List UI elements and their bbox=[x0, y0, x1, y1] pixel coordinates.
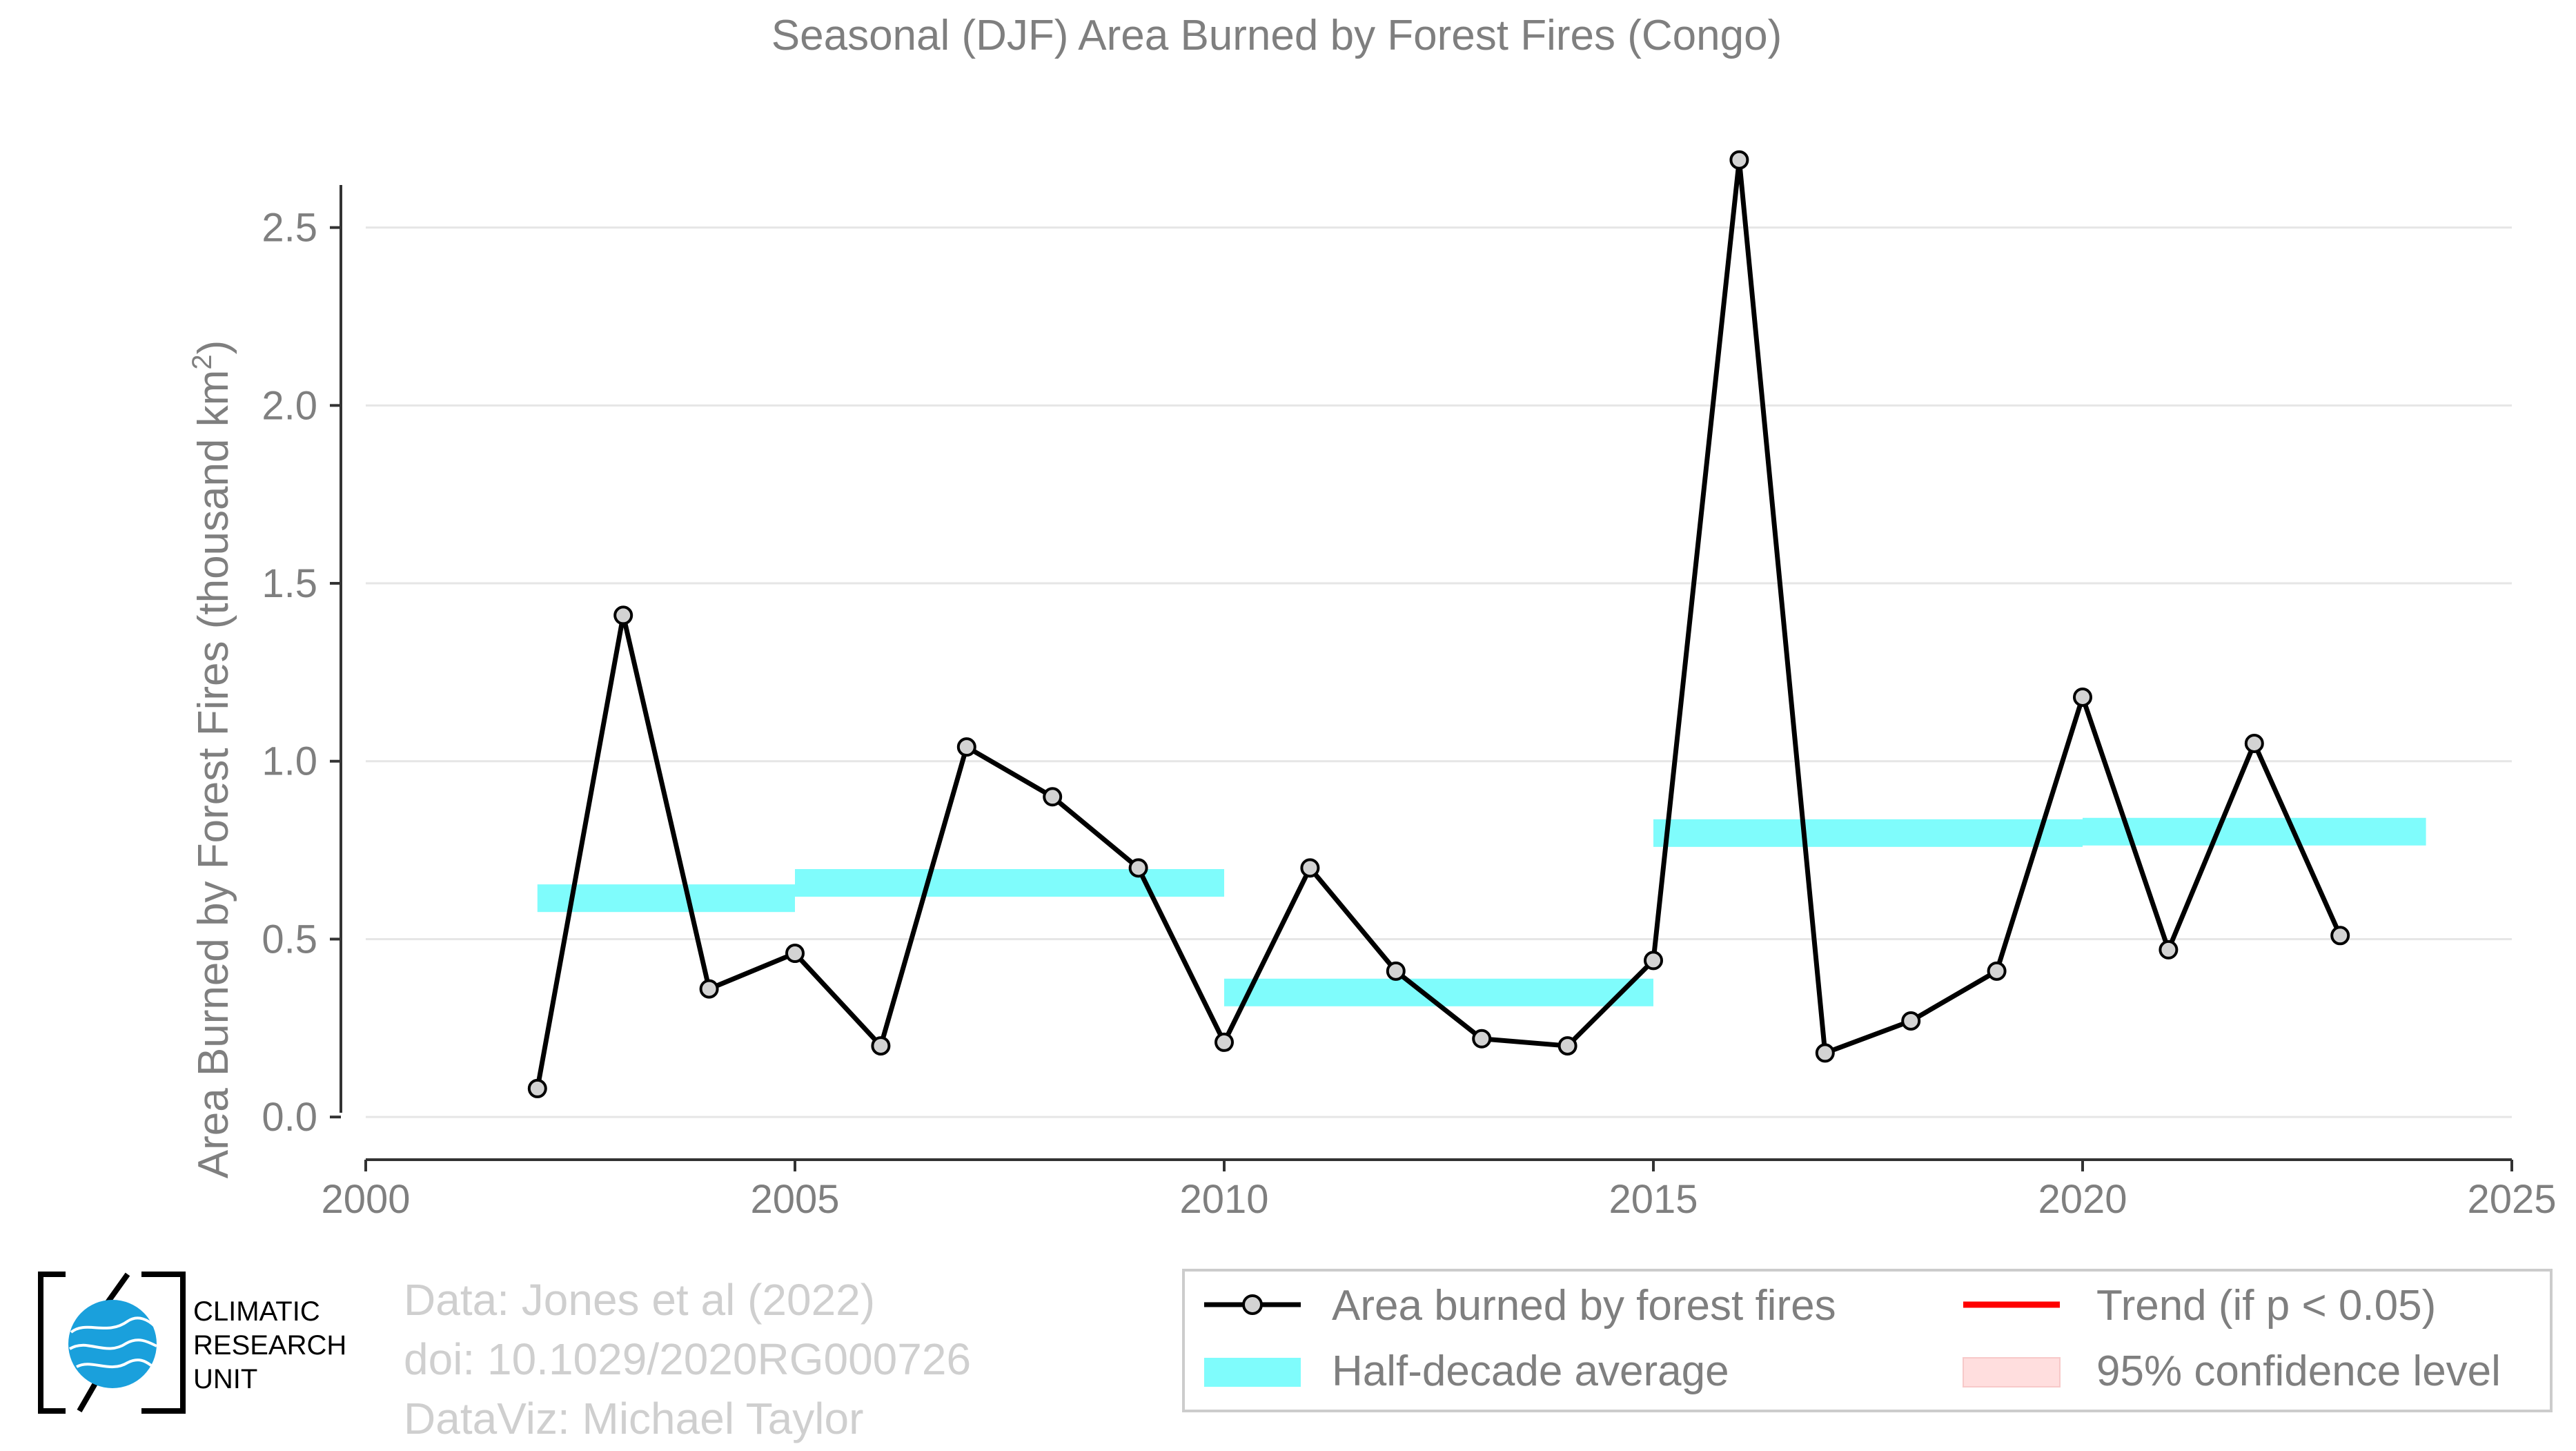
data-point bbox=[527, 1078, 547, 1098]
data-point bbox=[1815, 1043, 1835, 1063]
half-decade-average-bar bbox=[1224, 978, 1653, 1006]
data-point bbox=[613, 605, 633, 625]
legend-swatch-half-decade bbox=[1204, 1358, 1301, 1387]
data-point bbox=[1729, 150, 1749, 170]
half-decade-average-bands bbox=[537, 817, 2426, 1006]
data-point bbox=[1043, 787, 1063, 807]
cru-logo-line2: RESEARCH bbox=[193, 1330, 347, 1361]
x-tick-label: 2000 bbox=[321, 1177, 410, 1222]
y-tick-label: 2.5 bbox=[262, 206, 317, 251]
data-point bbox=[1386, 961, 1406, 981]
y-axis-label: Area Burned by Forest Fires (thousand km… bbox=[187, 340, 237, 1179]
series-line-area-burned bbox=[535, 157, 2343, 1089]
tick-labels: 0.0 0.5 1.0 1.5 2.0 2.5 2000 2005 2010 2015 2020 20… bbox=[262, 206, 2556, 1222]
series-points-layer bbox=[527, 150, 2350, 1098]
data-point bbox=[2244, 733, 2264, 753]
data-point bbox=[1901, 1011, 1921, 1031]
legend-marker-area-burned bbox=[1242, 1294, 1263, 1315]
data-point bbox=[1472, 1029, 1492, 1049]
data-point bbox=[699, 979, 719, 999]
cru-logo-line3: UNIT bbox=[193, 1364, 258, 1394]
grid bbox=[366, 226, 2512, 1118]
data-point bbox=[1557, 1036, 1577, 1056]
series-line-layer bbox=[535, 157, 2343, 1089]
data-point bbox=[1987, 961, 2007, 981]
cru-logo-mark bbox=[38, 1272, 186, 1414]
credit-doi: doi: 10.1029/2020RG000726 bbox=[404, 1334, 972, 1384]
legend-label-trend: Trend (if p < 0.05) bbox=[2096, 1282, 2436, 1330]
legend-label-half-decade: Half-decade average bbox=[1332, 1347, 1729, 1395]
data-point bbox=[956, 737, 976, 757]
credit-data-source: Data: Jones et al (2022) bbox=[404, 1275, 876, 1325]
cru-logo bbox=[38, 1272, 369, 1420]
y-tick-label: 0.0 bbox=[262, 1095, 317, 1140]
cru-logo-text: CLIMATIC RESEARCH UNIT bbox=[193, 1295, 346, 1396]
data-credits: Data: Jones et al (2022) doi: 10.1029/20… bbox=[404, 1270, 971, 1448]
axes bbox=[330, 185, 2513, 1171]
credit-dataviz: DataViz: Michael Taylor bbox=[404, 1394, 864, 1443]
cru-logo-line1: CLIMATIC bbox=[193, 1296, 320, 1327]
data-point bbox=[1300, 858, 1320, 878]
x-tick-label: 2025 bbox=[2467, 1177, 2556, 1222]
x-tick-label: 2020 bbox=[2038, 1177, 2127, 1222]
x-tick-label: 2015 bbox=[1609, 1177, 1698, 1222]
legend-label-area-burned: Area burned by forest fires bbox=[1332, 1282, 1836, 1330]
chart-title: Seasonal (DJF) Area Burned by Forest Fir… bbox=[771, 12, 1782, 59]
y-tick-label: 1.0 bbox=[262, 739, 317, 784]
data-point bbox=[2073, 687, 2092, 707]
globe-icon bbox=[68, 1300, 157, 1388]
data-point bbox=[2330, 926, 2350, 946]
legend: Area burned by forest fires Trend (if p … bbox=[1182, 1269, 2553, 1412]
legend-label-confidence: 95% confidence level bbox=[2096, 1347, 2501, 1395]
y-tick-label: 1.5 bbox=[262, 561, 317, 606]
y-tick-label: 0.5 bbox=[262, 917, 317, 962]
data-point bbox=[871, 1036, 891, 1056]
legend-swatch-confidence bbox=[1963, 1357, 2061, 1387]
data-point bbox=[1128, 858, 1148, 878]
data-point bbox=[1215, 1032, 1234, 1052]
half-decade-average-bar bbox=[537, 884, 795, 913]
half-decade-average-bar bbox=[2083, 817, 2426, 846]
data-point bbox=[785, 944, 805, 964]
y-tick-label: 2.0 bbox=[262, 383, 317, 428]
x-tick-label: 2005 bbox=[750, 1177, 839, 1222]
half-decade-average-bar bbox=[795, 869, 1224, 897]
x-tick-label: 2010 bbox=[1179, 1177, 1268, 1222]
data-point bbox=[2159, 939, 2179, 960]
half-decade-average-bar bbox=[1653, 819, 2083, 847]
data-point bbox=[1644, 951, 1663, 971]
legend-box bbox=[1182, 1269, 2553, 1412]
